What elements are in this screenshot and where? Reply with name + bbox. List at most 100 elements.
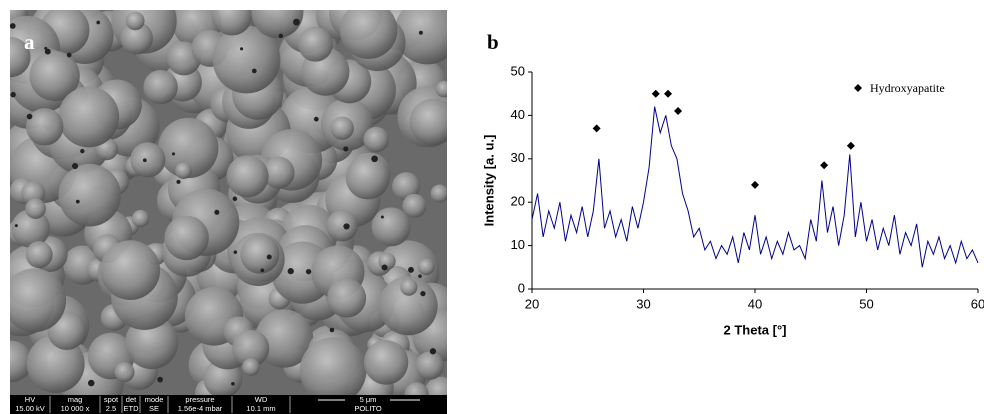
pore xyxy=(44,46,48,50)
grain xyxy=(242,358,260,376)
grain xyxy=(58,86,120,148)
pore xyxy=(231,381,235,386)
pore xyxy=(176,179,181,184)
pore xyxy=(80,148,85,154)
pore xyxy=(313,116,319,122)
grain xyxy=(100,240,161,301)
pore xyxy=(10,91,16,98)
pore xyxy=(380,215,384,219)
pore xyxy=(44,48,51,55)
grain xyxy=(25,241,53,269)
pore xyxy=(418,274,422,278)
scale-label: 5 μm xyxy=(360,395,377,404)
grain xyxy=(326,210,358,242)
grain xyxy=(240,234,280,274)
grain xyxy=(212,25,281,94)
info-value: 10 000 x xyxy=(61,404,90,413)
panel-label: b xyxy=(487,30,499,54)
pore xyxy=(408,266,414,273)
pore xyxy=(66,52,72,58)
grain xyxy=(415,351,445,380)
grain xyxy=(371,207,411,247)
peak-marker xyxy=(751,180,759,189)
pore xyxy=(371,155,378,163)
x-axis-title: 2 Theta [°] xyxy=(724,322,787,337)
grain xyxy=(10,268,67,333)
pore xyxy=(287,268,294,275)
y-axis-title: Intensity [a. u.] xyxy=(481,135,496,227)
grain xyxy=(327,278,367,318)
grain xyxy=(251,10,304,39)
y-tick-label: 0 xyxy=(518,280,525,295)
grain xyxy=(164,215,209,261)
pore xyxy=(260,268,265,273)
grain xyxy=(143,69,178,105)
grain xyxy=(339,10,398,59)
info-header: mag xyxy=(68,395,83,404)
grain xyxy=(130,142,166,178)
grain xyxy=(392,172,421,201)
grain xyxy=(262,156,295,189)
grain xyxy=(363,340,409,385)
info-header: HV xyxy=(25,395,35,404)
legend-label: Hydroxyapatite xyxy=(870,81,945,95)
grain xyxy=(430,184,447,203)
grain xyxy=(158,117,219,179)
y-tick-label: 50 xyxy=(511,63,525,78)
info-header: det xyxy=(126,395,137,404)
pore xyxy=(14,224,18,228)
legend-marker xyxy=(854,84,862,92)
x-tick-label: 60 xyxy=(971,296,984,311)
info-value: 2.5 xyxy=(106,404,116,413)
grain xyxy=(330,116,354,140)
grain xyxy=(402,193,427,218)
grain xyxy=(254,309,314,368)
info-header: WD xyxy=(255,395,268,404)
x-tick-label: 30 xyxy=(636,296,650,311)
grain xyxy=(10,36,31,78)
peak-marker xyxy=(820,161,829,170)
x-tick-label: 40 xyxy=(748,296,762,311)
info-header: mode xyxy=(145,395,164,404)
pore xyxy=(251,68,257,74)
pore xyxy=(171,152,176,156)
grain xyxy=(120,21,153,55)
grain xyxy=(232,329,270,367)
grain xyxy=(400,278,418,296)
pore xyxy=(232,196,238,202)
sem-image xyxy=(10,10,447,395)
info-header: pressure xyxy=(185,395,214,404)
grain xyxy=(114,362,135,383)
grain xyxy=(226,155,269,198)
grain xyxy=(29,50,80,102)
pore xyxy=(87,379,95,387)
pore xyxy=(381,264,388,271)
pore xyxy=(157,376,163,383)
pore xyxy=(96,20,101,25)
grain xyxy=(131,209,150,228)
info-value: ETD xyxy=(124,404,140,413)
pore xyxy=(305,269,312,275)
pore xyxy=(329,327,335,333)
grain xyxy=(409,98,447,145)
grain xyxy=(435,80,447,98)
pore xyxy=(343,223,350,230)
pore xyxy=(71,162,79,170)
grain xyxy=(404,382,429,395)
info-value: 10.1 mm xyxy=(246,404,275,413)
chart: 0 10 20 30 40 50 20 30 40 50 60 2 Theta [°] Intensit… xyxy=(481,63,984,337)
pore xyxy=(75,199,80,204)
grain xyxy=(11,209,50,248)
pore xyxy=(10,23,16,29)
peak-marker xyxy=(651,89,660,98)
pore xyxy=(343,146,349,152)
info-value: 1.56e-4 mbar xyxy=(178,404,223,413)
pore xyxy=(420,291,426,297)
y-tick-label: 10 xyxy=(511,237,525,252)
x-tick-label: 50 xyxy=(859,296,873,311)
grain xyxy=(363,126,389,153)
grain xyxy=(25,198,46,219)
x-tick-label: 20 xyxy=(525,296,539,311)
